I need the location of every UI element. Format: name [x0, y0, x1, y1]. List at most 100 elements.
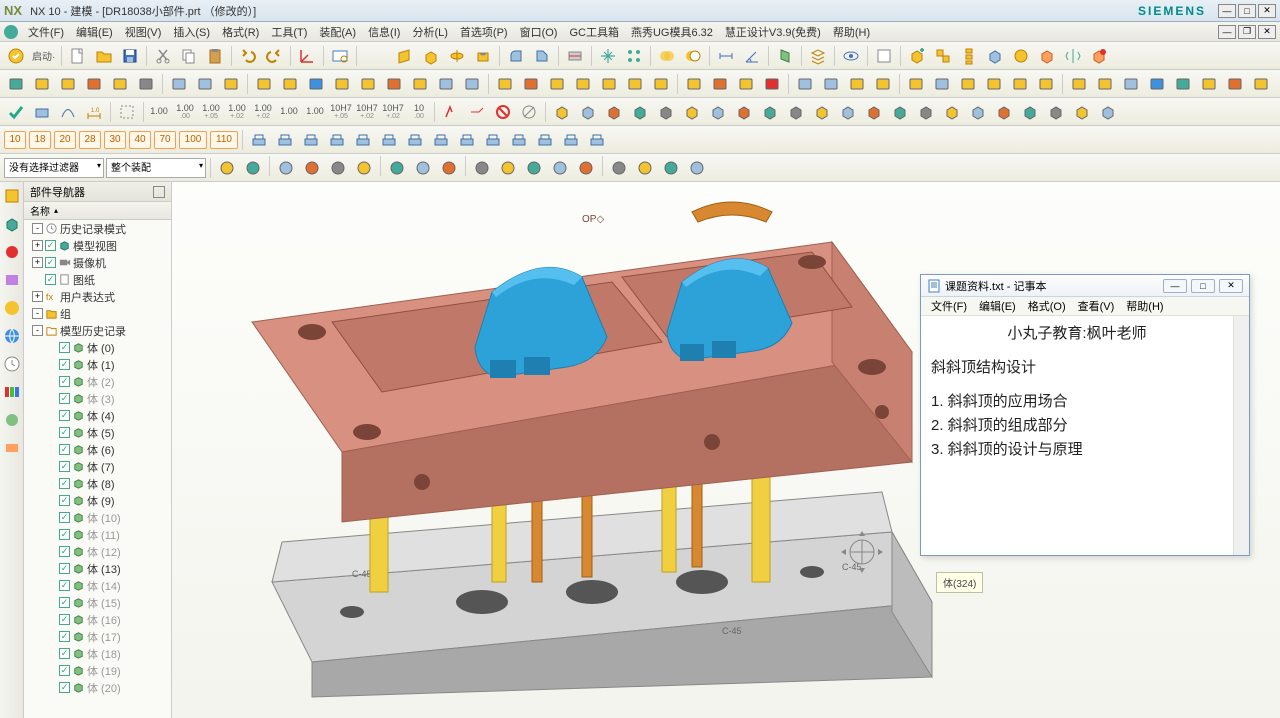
surface-finish-button[interactable]	[439, 100, 463, 124]
view-tool-13[interactable]	[585, 128, 609, 152]
tree-row[interactable]: ✓体 (20)	[24, 679, 171, 696]
annot-tool-21[interactable]	[1096, 100, 1120, 124]
sel-tool-7[interactable]	[411, 156, 435, 180]
tree-row[interactable]: ✓体 (15)	[24, 594, 171, 611]
annot-tool-15[interactable]	[940, 100, 964, 124]
tolerance-5[interactable]: 1.00	[278, 107, 300, 116]
feature-tool-3[interactable]	[82, 72, 106, 96]
expand-icon[interactable]: -	[32, 308, 43, 319]
notepad-menu-item[interactable]: 查看(V)	[1072, 297, 1121, 315]
annot-tool-7[interactable]	[732, 100, 756, 124]
view-tool-12[interactable]	[559, 128, 583, 152]
feature-tool-32[interactable]	[760, 72, 784, 96]
tolerance-3[interactable]: 1.00+.02	[226, 104, 248, 120]
checkbox-icon[interactable]: ✓	[59, 512, 70, 523]
tolerance-2[interactable]: 1.00+.05	[200, 104, 222, 120]
feature-tool-41[interactable]	[956, 72, 980, 96]
extrude-button[interactable]	[419, 44, 443, 68]
menu-帮助[interactable]: 帮助(H)	[827, 25, 876, 41]
annot-tool-20[interactable]	[1070, 100, 1094, 124]
feature-tool-12[interactable]	[278, 72, 302, 96]
move-button[interactable]	[596, 44, 620, 68]
tree-row[interactable]: ✓体 (19)	[24, 662, 171, 679]
feature-tool-14[interactable]	[330, 72, 354, 96]
feature-tool-35[interactable]	[819, 72, 843, 96]
selection-scope-dropdown[interactable]: 整个装配	[106, 158, 206, 178]
view-tool-1[interactable]	[273, 128, 297, 152]
view-tool-2[interactable]	[299, 128, 323, 152]
sel-tool-1[interactable]	[241, 156, 265, 180]
view-tool-8[interactable]	[455, 128, 479, 152]
notepad-scrollbar[interactable]	[1233, 316, 1249, 555]
feature-tool-53[interactable]	[1249, 72, 1273, 96]
minimize-button[interactable]: —	[1218, 4, 1236, 18]
roles-tab[interactable]	[2, 382, 22, 402]
feature-tool-34[interactable]	[793, 72, 817, 96]
feature-tool-18[interactable]	[434, 72, 458, 96]
mirror-assy-button[interactable]	[1061, 44, 1085, 68]
tolerance-6[interactable]: 1.00	[304, 107, 326, 116]
tolerance-7[interactable]: 10H7+.05	[330, 104, 352, 120]
feature-tool-7[interactable]	[167, 72, 191, 96]
cut-button[interactable]	[151, 44, 175, 68]
checkbox-icon[interactable]: ✓	[59, 648, 70, 659]
feature-tool-21[interactable]	[493, 72, 517, 96]
tolerance-0[interactable]: 1.00	[148, 107, 170, 116]
reposition-button[interactable]	[1035, 44, 1059, 68]
sel-tool-2[interactable]	[274, 156, 298, 180]
notepad-close-button[interactable]: ✕	[1219, 279, 1243, 293]
sel-tool-0[interactable]	[215, 156, 239, 180]
menu-文件[interactable]: 文件(F)	[22, 25, 70, 41]
tree-row[interactable]: ✓体 (13)	[24, 560, 171, 577]
expand-icon[interactable]: +	[32, 257, 43, 268]
annot-tool-5[interactable]	[680, 100, 704, 124]
menu-信息[interactable]: 信息(I)	[362, 25, 406, 41]
render-style-button[interactable]	[872, 44, 896, 68]
annot-tool-2[interactable]	[602, 100, 626, 124]
tree-row[interactable]: ✓体 (2)	[24, 373, 171, 390]
finish-sketch-button[interactable]	[4, 100, 28, 124]
wave-link-button[interactable]	[983, 44, 1007, 68]
feature-tool-5[interactable]	[134, 72, 158, 96]
tree-row[interactable]: ✓体 (9)	[24, 492, 171, 509]
copy-button[interactable]	[177, 44, 201, 68]
view-tool-5[interactable]	[377, 128, 401, 152]
menu-插入[interactable]: 插入(S)	[167, 25, 216, 41]
project-curve-button[interactable]	[115, 100, 139, 124]
tree-row[interactable]: ✓体 (6)	[24, 441, 171, 458]
checkbox-icon[interactable]: ✓	[59, 495, 70, 506]
sel-tool-5[interactable]	[352, 156, 376, 180]
menu-分析[interactable]: 分析(L)	[406, 25, 453, 41]
show-hide-button[interactable]	[839, 44, 863, 68]
sketch-button[interactable]	[30, 100, 54, 124]
measure-dist-button[interactable]	[714, 44, 738, 68]
view-tool-3[interactable]	[325, 128, 349, 152]
sel-tool-4[interactable]	[326, 156, 350, 180]
datum-plane-button[interactable]	[393, 44, 417, 68]
feature-tool-2[interactable]	[56, 72, 80, 96]
menu-窗口[interactable]: 窗口(O)	[514, 25, 564, 41]
sel-tool-11[interactable]	[522, 156, 546, 180]
feature-tool-48[interactable]	[1119, 72, 1143, 96]
sel-tool-16[interactable]	[659, 156, 683, 180]
reference-set-button[interactable]	[1009, 44, 1033, 68]
tree-row[interactable]: ✓体 (12)	[24, 543, 171, 560]
feature-tool-50[interactable]	[1171, 72, 1195, 96]
tree-row[interactable]: ✓体 (10)	[24, 509, 171, 526]
tree-row[interactable]: ✓体 (3)	[24, 390, 171, 407]
redo-button[interactable]	[262, 44, 286, 68]
view-tool-9[interactable]	[481, 128, 505, 152]
doc-close-button[interactable]: ✕	[1258, 25, 1276, 39]
checkbox-icon[interactable]: ✓	[59, 393, 70, 404]
tolerance-10[interactable]: 10.00	[408, 104, 430, 120]
menu-慧正设计v3.9[interactable]: 慧正设计V3.9(免费)	[719, 25, 827, 41]
menu-视图[interactable]: 视图(V)	[119, 25, 168, 41]
expand-icon[interactable]: -	[32, 223, 43, 234]
save-button[interactable]	[118, 44, 142, 68]
selection-filter-dropdown[interactable]: 没有选择过滤器	[4, 158, 104, 178]
reuse-library-tab[interactable]	[2, 270, 22, 290]
constraint-navigator-tab[interactable]	[2, 242, 22, 262]
hole-button[interactable]	[471, 44, 495, 68]
checkbox-icon[interactable]: ✓	[59, 563, 70, 574]
sel-tool-17[interactable]	[685, 156, 709, 180]
